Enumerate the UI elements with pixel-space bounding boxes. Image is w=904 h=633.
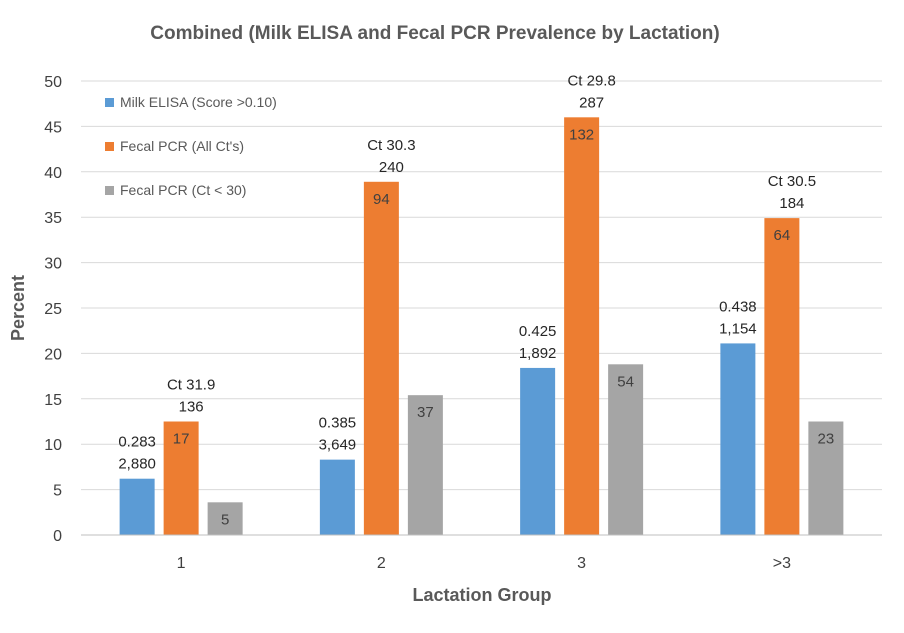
bar-data-label: 94 — [373, 191, 390, 208]
bar — [720, 343, 756, 535]
bar-annotation: Ct 31.9 — [167, 377, 215, 394]
bar-data-label: 37 — [417, 404, 434, 421]
bar — [808, 421, 844, 535]
bar — [363, 181, 399, 535]
y-axis-title: Percent — [8, 275, 28, 341]
bar — [119, 478, 155, 535]
bar-data-label: 17 — [173, 431, 190, 448]
legend: Milk ELISA (Score >0.10) Fecal PCR (All C… — [105, 94, 277, 198]
legend-label: Fecal PCR (Ct < 30) — [120, 182, 246, 198]
bar-annotation: 2,880 — [118, 456, 156, 473]
y-tick-label: 0 — [53, 528, 62, 545]
bar — [319, 459, 355, 535]
x-tick-label: 2 — [377, 555, 386, 572]
bar-annotation: Ct 30.3 — [367, 137, 415, 154]
bar — [407, 395, 443, 535]
bar-annotation: 1,154 — [719, 320, 757, 337]
bar-annotation: 287 — [579, 94, 604, 111]
y-tick-label: 35 — [44, 210, 62, 227]
legend-swatch — [105, 186, 114, 195]
legend-swatch — [105, 98, 114, 107]
y-tick-label: 50 — [44, 74, 62, 91]
bar-data-label: 132 — [569, 126, 594, 143]
y-tick-label: 10 — [44, 437, 62, 454]
bar-labels: 17 5 94 37 132 54 64 23 — [173, 126, 834, 528]
x-tick-label: >3 — [773, 555, 791, 572]
bar-annotation: Ct 30.5 — [768, 173, 816, 190]
bar — [764, 218, 800, 535]
y-tick-label: 5 — [53, 483, 62, 500]
y-tick-label: 45 — [44, 119, 62, 136]
y-tick-label: 25 — [44, 301, 62, 318]
bar-annotation: 0.425 — [519, 323, 557, 340]
bar-data-label: 5 — [221, 511, 229, 528]
bar-annotation: 0.283 — [118, 434, 156, 451]
bar — [608, 364, 644, 535]
chart-title: Combined (Milk ELISA and Fecal PCR Preva… — [150, 23, 719, 44]
legend-label: Fecal PCR (All Ct's) — [120, 138, 244, 154]
y-tick-label: 15 — [44, 392, 62, 409]
bar-annotation: 136 — [179, 399, 204, 416]
bar-data-label: 54 — [617, 373, 634, 390]
annotations: 0.283 2,880 0.385 3,649 0.425 1,892 0.438 1,154… — [118, 72, 816, 472]
y-tick-label: 30 — [44, 256, 62, 273]
x-tick-label: 1 — [177, 555, 186, 572]
bar — [163, 421, 199, 535]
bar — [564, 117, 600, 535]
y-axis-ticks: 0 5 10 15 20 25 30 35 40 45 50 — [44, 74, 62, 545]
gridlines — [81, 80, 882, 491]
bar-annotation: 0.438 — [719, 298, 757, 315]
bars — [119, 117, 844, 535]
bar-data-label: 64 — [774, 227, 791, 244]
legend-swatch — [105, 142, 114, 151]
bar-annotation: Ct 29.8 — [567, 72, 615, 89]
x-tick-label: 3 — [577, 555, 586, 572]
y-tick-label: 20 — [44, 346, 62, 363]
legend-label: Milk ELISA (Score >0.10) — [120, 94, 277, 110]
bar-annotation: 3,649 — [319, 437, 357, 454]
x-axis-title: Lactation Group — [413, 585, 552, 605]
bar — [207, 502, 243, 535]
bar-annotation: 0.385 — [319, 415, 357, 432]
x-axis-ticks: 1 2 3 >3 — [177, 555, 791, 572]
bar-data-label: 23 — [818, 431, 835, 448]
bar-annotation: 184 — [779, 195, 804, 212]
bar — [520, 367, 556, 535]
bar-annotation: 240 — [379, 159, 404, 176]
bar-annotation: 1,892 — [519, 345, 557, 362]
y-tick-label: 40 — [44, 165, 62, 182]
